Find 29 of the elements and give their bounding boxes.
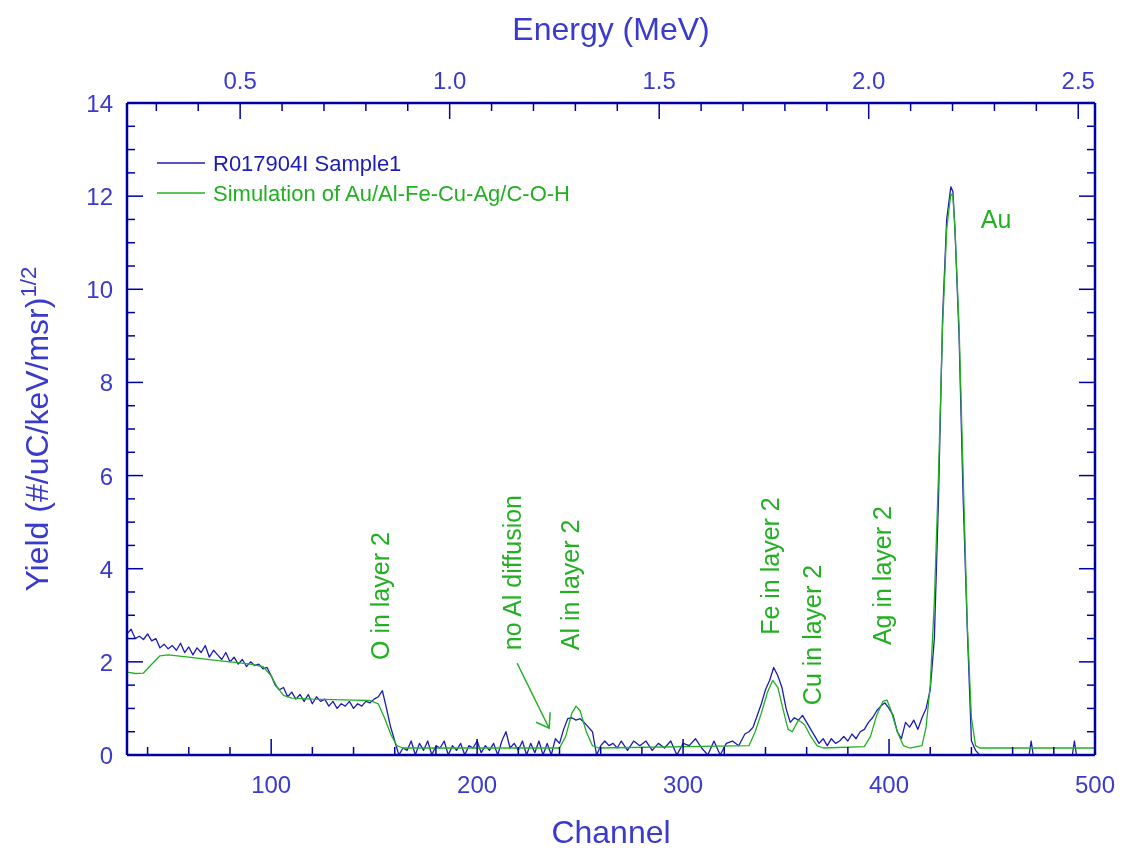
annotation: no Al diffusion <box>498 495 527 651</box>
annotation: Al in layer 2 <box>555 519 584 651</box>
y-tick-label: 2 <box>99 648 113 676</box>
x-tick-label: 100 <box>251 771 292 798</box>
x2-tick-label: 2.0 <box>852 67 886 94</box>
x2-tick-label: 2.5 <box>1061 67 1095 94</box>
annotation: Fe in layer 2 <box>755 497 784 635</box>
x2-tick-label: 1.0 <box>432 67 467 94</box>
x2-tick-label: 1.5 <box>642 67 676 94</box>
x2-tick-label: 0.5 <box>223 67 257 94</box>
x-tick-label: 400 <box>869 771 910 798</box>
x-tick-label: 200 <box>457 771 498 798</box>
y-tick-label: 4 <box>99 555 113 583</box>
legend-label: Simulation of Au/Al-Fe-Cu-Ag/C-O-H <box>213 181 570 206</box>
y-tick-label: 10 <box>86 276 113 304</box>
x-tick-label: 300 <box>663 771 704 798</box>
x-tick-label: 500 <box>1074 771 1116 798</box>
annotation: Cu in layer 2 <box>797 564 826 706</box>
legend-label: R017904I Sample1 <box>213 151 402 176</box>
y-tick-label: 14 <box>86 90 113 117</box>
x2-axis-title: Energy (MeV) <box>512 11 710 47</box>
y-tick-label: 0 <box>99 742 113 769</box>
annotation: Ag in layer 2 <box>867 506 896 646</box>
y-tick-label: 6 <box>99 462 113 490</box>
x-axis-title: Channel <box>551 814 671 850</box>
y-tick-label: 12 <box>86 183 113 211</box>
annotation: O in layer 2 <box>366 532 395 660</box>
annotation: Au <box>980 205 1012 234</box>
y-tick-label: 8 <box>99 369 113 397</box>
